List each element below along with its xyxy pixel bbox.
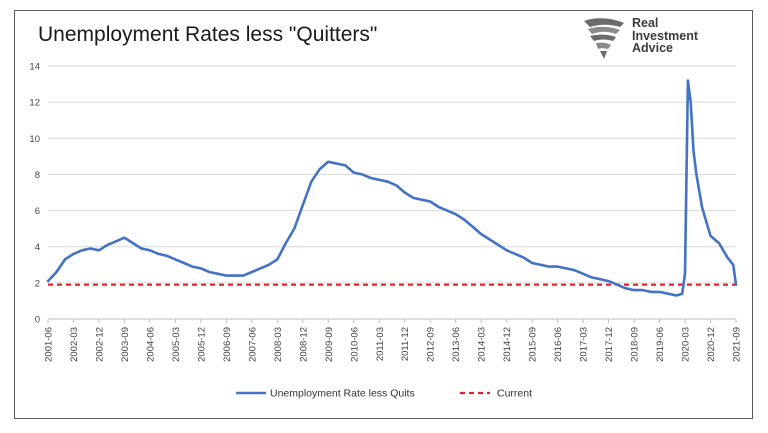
x-tick-label: 2014-03 [477, 327, 488, 362]
logo-line: Real [632, 16, 659, 30]
x-tick-label: 2017-03 [579, 327, 590, 362]
x-tick-label: 2011-12 [400, 327, 411, 361]
x-tick-label: 2015-09 [528, 327, 539, 362]
x-tick-label: 2002-12 [94, 327, 105, 362]
x-tick-label: 2013-06 [451, 327, 462, 362]
x-tick-label: 2014-12 [502, 327, 513, 362]
eagle-logo-icon [584, 18, 624, 59]
y-tick-label: 12 [29, 98, 40, 109]
y-tick-label: 0 [35, 315, 40, 326]
x-tick-label: 2006-09 [222, 327, 233, 362]
x-tick-label: 2005-12 [196, 327, 207, 362]
chart-title: Unemployment Rates less "Quitters" [38, 23, 378, 46]
logo-line: Investment [632, 28, 698, 43]
x-tick-label: 2020-03 [681, 327, 692, 362]
x-tick-label: 2002-03 [69, 327, 80, 362]
logo-line: Advice [632, 41, 673, 55]
chart-frame [14, 10, 753, 419]
x-tick-label: 2011-03 [375, 327, 386, 361]
y-tick-label: 10 [29, 134, 40, 145]
series-line-unemployment [46, 79, 738, 297]
legend-label-current: Current [497, 388, 532, 400]
y-tick-label: 4 [35, 242, 40, 253]
x-tick-label: 2009-09 [324, 327, 335, 362]
logo-text: Real Investment Advice [632, 17, 698, 55]
x-tick-label: 2008-12 [298, 327, 309, 362]
x-tick-label: 2016-06 [553, 327, 564, 362]
x-tick-label: 2001-06 [44, 327, 55, 362]
x-tick-label: 2004-06 [145, 327, 156, 362]
logo: Real Investment Advice [580, 15, 730, 63]
x-tick-label: 2018-09 [630, 327, 641, 362]
x-tick-label: 2007-06 [247, 327, 258, 362]
x-tick-label: 2021-09 [732, 327, 743, 362]
x-tick-label: 2019-06 [655, 327, 666, 362]
x-tick-label: 2003-09 [120, 327, 131, 362]
y-tick-label: 6 [35, 206, 40, 217]
x-tick-label: 2010-06 [349, 327, 360, 362]
y-tick-label: 2 [35, 278, 40, 289]
x-tick-label: 2008-03 [273, 327, 284, 362]
y-tick-label: 8 [35, 170, 40, 181]
x-tick-label: 2017-12 [604, 327, 615, 362]
legend-label-unemployment: Unemployment Rate less Quits [270, 388, 415, 400]
x-tick-label: 2020-12 [706, 327, 717, 362]
y-tick-label: 14 [29, 62, 40, 73]
x-tick-label: 2012-09 [426, 327, 437, 362]
x-tick-label: 2005-03 [171, 327, 182, 362]
